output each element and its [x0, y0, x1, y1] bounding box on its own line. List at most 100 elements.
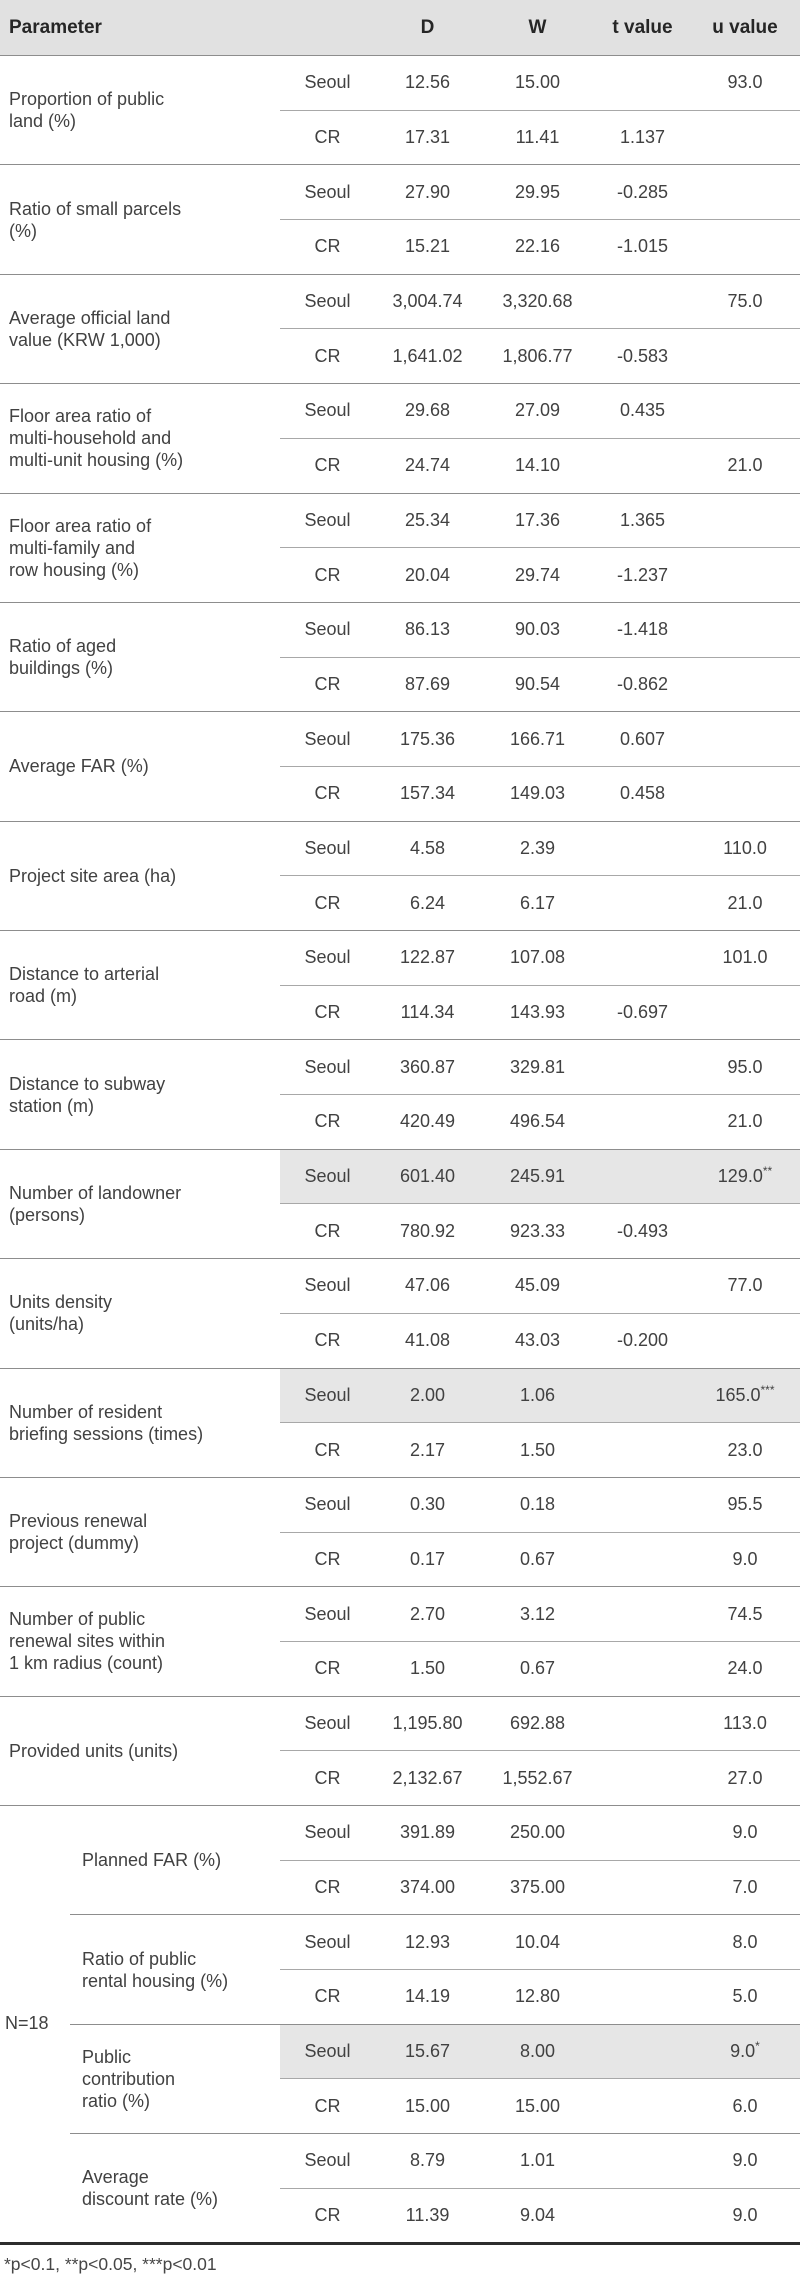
- cell-region: Seoul: [280, 711, 375, 767]
- cell-u-value-text: 27.0: [727, 1767, 763, 1788]
- cell-w-text: 143.93: [509, 1002, 566, 1023]
- sub-parameter-label: Average discount rate (%): [82, 2166, 219, 2209]
- cell-d: 17.31: [375, 109, 480, 165]
- cell-d-text: 17.31: [404, 127, 451, 148]
- parameter-label: Units density (units/ha): [9, 1292, 113, 1335]
- cell-region-text: Seoul: [304, 1822, 351, 1843]
- cell-d-text: 2.70: [409, 1603, 446, 1624]
- cell-region-text: Seoul: [304, 1056, 351, 1077]
- cell-w-text: 1,806.77: [502, 345, 573, 366]
- parameter-label: Distance to subway station (m): [9, 1073, 166, 1116]
- cell-parameter: Average FAR (%): [0, 711, 280, 822]
- cell-w-text: 3.12: [519, 1603, 556, 1624]
- table-row: CR 24.74 14.10 21.0: [0, 437, 800, 493]
- cell-region-text: CR: [314, 455, 341, 476]
- cell-parameter: Number of resident briefing sessions (ti…: [0, 1367, 280, 1478]
- cell-u-value: 21.0: [690, 1094, 800, 1150]
- cell-d-text: 175.36: [399, 728, 456, 749]
- cell-w-text: 692.88: [509, 1712, 566, 1733]
- cell-t-value: [595, 273, 690, 329]
- cell-w: 43.03: [480, 1312, 595, 1368]
- cell-d-text: 86.13: [404, 619, 451, 640]
- cell-w-text: 15.00: [514, 72, 561, 93]
- cell-d-text: 87.69: [404, 673, 451, 694]
- cell-w-text: 8.00: [519, 2041, 556, 2062]
- header-w: W: [480, 0, 595, 56]
- cell-d-text: 2,132.67: [392, 1767, 463, 1788]
- cell-w: 1.01: [480, 2133, 595, 2189]
- cell-region-text: CR: [314, 673, 341, 694]
- cell-d-text: 1.50: [409, 1658, 446, 1679]
- cell-u-value: 9.0*: [690, 2023, 800, 2079]
- section-label: N=18: [5, 2013, 49, 2034]
- cell-d-text: 8.79: [409, 2150, 446, 2171]
- cell-t-value: [595, 1914, 690, 1970]
- cell-u-value: 74.5: [690, 1586, 800, 1642]
- cell-t-value: [595, 820, 690, 876]
- table-row: Average discount rate (%) Seoul 8.79 1.01 9.…: [0, 2133, 800, 2243]
- cell-d: 4.58: [375, 820, 480, 876]
- cell-w: 250.00: [480, 1805, 595, 1861]
- cell-region-text: CR: [314, 1439, 341, 1460]
- cell-u-value: 24.0: [690, 1640, 800, 1697]
- cell-d-text: 0.30: [409, 1494, 446, 1515]
- cell-u-value: [690, 164, 800, 220]
- cell-u-value: [690, 492, 800, 548]
- table-row: Number of resident briefing sessions (ti…: [0, 1367, 800, 1478]
- cell-u-value-text: 21.0: [727, 455, 763, 476]
- cell-w-text: 496.54: [509, 1111, 566, 1132]
- cell-d: 0.30: [375, 1476, 480, 1533]
- table-row: Average FAR (%) Seoul 175.36 166.71 0.607: [0, 711, 800, 822]
- cell-section-label: N=18: [0, 1805, 70, 2243]
- cell-t-value-text: -1.418: [616, 619, 669, 640]
- cell-parameter: Ratio of small parcels (%): [0, 164, 280, 275]
- parameter-label: Previous renewal project (dummy): [9, 1511, 148, 1554]
- cell-parameter: Previous renewal project (dummy): [0, 1476, 280, 1587]
- significance-stars: ***: [760, 1382, 775, 1397]
- cell-region-text: Seoul: [304, 1494, 351, 1515]
- cell-d-text: 122.87: [399, 947, 456, 968]
- cell-region: CR: [280, 109, 375, 165]
- cell-d: 27.90: [375, 164, 480, 220]
- cell-d-text: 14.19: [404, 1986, 451, 2007]
- cell-region: Seoul: [280, 1258, 375, 1314]
- cell-t-value: [595, 1039, 690, 1095]
- cell-t-value: [595, 437, 690, 493]
- table-row: CR 0.17 0.67 9.0: [0, 1531, 800, 1587]
- cell-parameter: Floor area ratio of multi-family and row…: [0, 492, 280, 603]
- parameter-label: Ratio of small parcels (%): [9, 198, 182, 241]
- cell-region: CR: [280, 1859, 375, 1915]
- cell-t-value: [595, 1640, 690, 1697]
- parameter-label: Ratio of aged buildings (%): [9, 636, 117, 679]
- cell-d-text: 2.00: [409, 1384, 446, 1405]
- cell-d-text: 1,195.80: [392, 1712, 463, 1733]
- cell-u-value: [690, 656, 800, 712]
- cell-u-value: 101.0: [690, 930, 800, 986]
- cell-w: 107.08: [480, 930, 595, 986]
- cell-d-text: 157.34: [399, 783, 456, 804]
- table-row: CR 2.17 1.50 23.0: [0, 1422, 800, 1478]
- cell-parameter: Proportion of public land (%): [0, 54, 280, 165]
- cell-sub-parameter: Ratio of public rental housing (%): [70, 1914, 280, 2025]
- cell-w: 3,320.68: [480, 273, 595, 329]
- cell-region-text: CR: [314, 345, 341, 366]
- cell-t-value: [595, 2187, 690, 2243]
- cell-d: 601.40: [375, 1148, 480, 1204]
- cell-w-text: 2.39: [519, 837, 556, 858]
- cell-d-text: 12.93: [404, 1931, 451, 1952]
- cell-w-text: 90.54: [514, 673, 561, 694]
- cell-d-text: 374.00: [399, 1877, 456, 1898]
- cell-u-value-text: 75.0: [727, 291, 763, 312]
- table-row: Floor area ratio of multi-household and …: [0, 383, 800, 493]
- cell-t-value: [595, 1695, 690, 1751]
- cell-region: CR: [280, 875, 375, 931]
- cell-t-value: [595, 1969, 690, 2025]
- cell-u-value: 9.0: [690, 2187, 800, 2243]
- cell-t-value: 1.365: [595, 492, 690, 548]
- cell-u-value-text: 23.0: [727, 1439, 763, 1460]
- cell-u-value: [690, 984, 800, 1040]
- cell-region-text: Seoul: [304, 400, 351, 421]
- cell-t-value: [595, 930, 690, 986]
- table-row: Project site area (ha) Seoul 4.58 2.39 110.0: [0, 820, 800, 931]
- cell-w: 0.67: [480, 1640, 595, 1697]
